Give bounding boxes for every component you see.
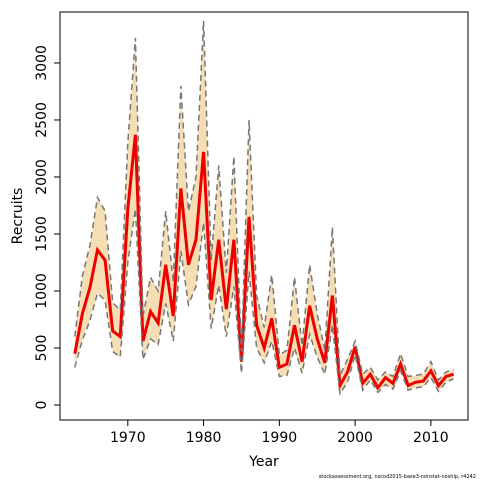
- bound-line: [74, 20, 454, 382]
- x-tick-label: 2010: [413, 430, 449, 446]
- y-tick-label: 1000: [34, 273, 50, 309]
- footnote: stockassessment.org, nscod2015-base3-non…: [319, 474, 476, 480]
- y-tick-label: 3000: [34, 45, 50, 81]
- y-tick-label: 2500: [34, 102, 50, 138]
- confidence-band: [74, 20, 454, 394]
- plot-frame: [59, 11, 469, 421]
- y-tick-label: 2000: [34, 159, 50, 195]
- x-tick-label: 1970: [110, 430, 146, 446]
- x-tick-label: 2000: [337, 430, 373, 446]
- y-tick-label: 1500: [34, 216, 50, 252]
- x-axis-label: Year: [248, 454, 279, 470]
- y-tick-label: 500: [34, 335, 50, 362]
- x-tick-label: 1990: [262, 430, 298, 446]
- estimate-line: [73, 134, 455, 391]
- y-tick-label: 0: [34, 401, 50, 410]
- y-axis-label: Recruits: [10, 188, 26, 245]
- x-tick-label: 1980: [186, 430, 222, 446]
- bound-line: [74, 208, 454, 396]
